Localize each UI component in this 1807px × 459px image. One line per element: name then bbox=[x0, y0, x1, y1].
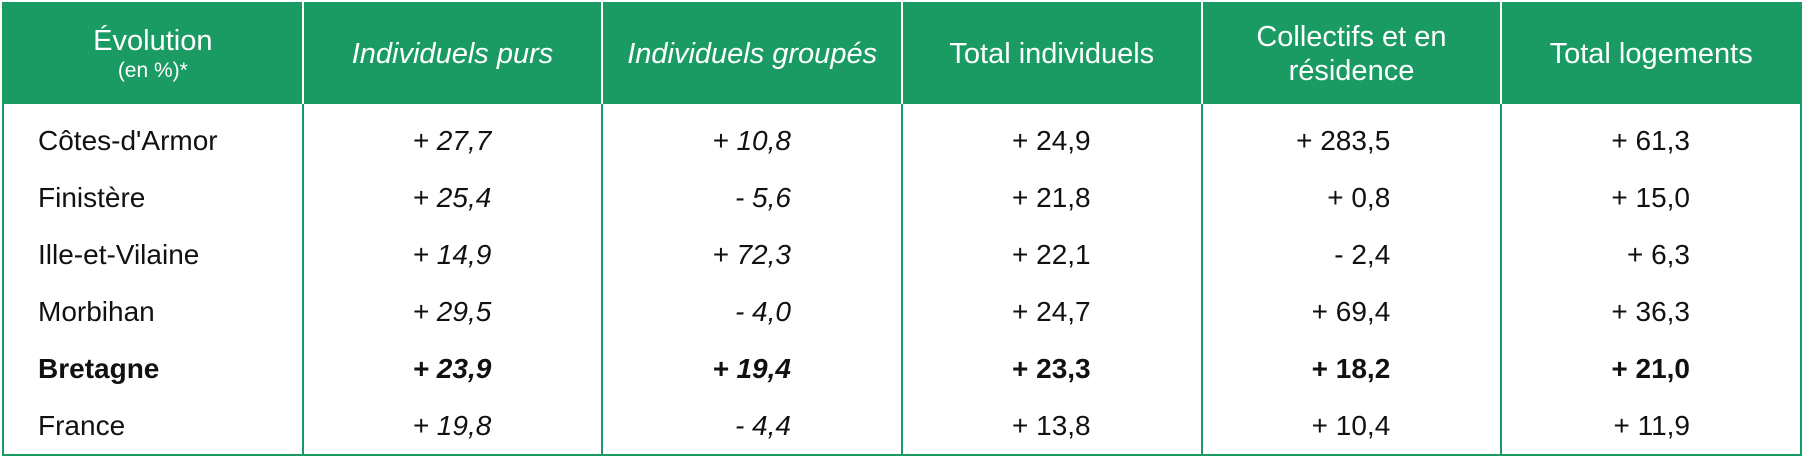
value-cell: + 21,0 bbox=[1500, 340, 1801, 397]
value-cell: + 23,9 bbox=[301, 340, 603, 397]
value-cell: + 6,3 bbox=[1500, 226, 1801, 283]
value-cell: + 10,4 bbox=[1200, 397, 1502, 455]
header-row: Évolution (en %)* Individuels purs Indivi… bbox=[3, 3, 1801, 104]
row-label: France bbox=[2, 397, 303, 455]
header-cell: Évolution (en %)* bbox=[3, 3, 303, 104]
table-row: France + 19,8- 4,4 + 13,8 + 10,4 + 11,9 bbox=[2, 397, 1801, 455]
value-cell: + 23,3 bbox=[900, 340, 1202, 397]
value-cell: + 29,5 bbox=[301, 283, 603, 340]
value-cell: + 15,0 bbox=[1500, 169, 1801, 226]
value-cell: + 19,8 bbox=[301, 397, 603, 455]
row-label: Ille-et-Vilaine bbox=[2, 226, 303, 283]
value-cell: + 25,4 bbox=[301, 169, 603, 226]
row-label: Bretagne bbox=[2, 340, 303, 397]
value-cell: + 10,8 bbox=[601, 104, 902, 169]
value-cell: + 69,4 bbox=[1200, 283, 1502, 340]
column-header: Individuels purs bbox=[301, 3, 603, 104]
value-cell: + 36,3 bbox=[1500, 283, 1801, 340]
column-header: Individuels groupés bbox=[601, 3, 902, 104]
value-cell: + 22,1 bbox=[900, 226, 1202, 283]
table-header: Évolution (en %)* Individuels purs Indivi… bbox=[3, 3, 1801, 104]
value-cell: + 24,9 bbox=[900, 104, 1202, 169]
value-cell: + 18,2 bbox=[1200, 340, 1502, 397]
value-cell: - 4,4 bbox=[601, 397, 902, 455]
value-cell: - 5,6 bbox=[601, 169, 902, 226]
table-row: Bretagne + 23,9 + 19,4 + 23,3 + 18,2 + 21,0 bbox=[2, 340, 1801, 397]
value-cell: + 0,8 bbox=[1200, 169, 1502, 226]
table-row: Morbihan + 29,5- 4,0 + 24,7 + 69,4 + 36,3 bbox=[2, 283, 1801, 340]
value-cell: + 11,9 bbox=[1500, 397, 1801, 455]
column-header: Collectifs et en résidence bbox=[1200, 3, 1502, 104]
value-cell: + 13,8 bbox=[900, 397, 1202, 455]
header-subtitle: (en %)* bbox=[117, 59, 188, 82]
column-header: Total logements bbox=[1500, 3, 1801, 104]
column-header: Total individuels bbox=[900, 3, 1202, 104]
value-cell: - 4,0 bbox=[601, 283, 902, 340]
header-title: Évolution bbox=[93, 25, 213, 57]
value-cell: + 72,3 bbox=[601, 226, 902, 283]
value-cell: + 27,7 bbox=[301, 104, 603, 169]
row-label: Côtes-d'Armor bbox=[2, 104, 303, 169]
table-row: Côtes-d'Armor + 27,7 + 10,8 + 24,9 + 283,5 + … bbox=[2, 104, 1801, 169]
row-label: Morbihan bbox=[2, 283, 303, 340]
value-cell: + 14,9 bbox=[301, 226, 603, 283]
table-body: Côtes-d'Armor + 27,7 + 10,8 + 24,9 + 283,5 + … bbox=[2, 104, 1801, 455]
row-label: Finistère bbox=[2, 169, 303, 226]
value-cell: + 283,5 bbox=[1200, 104, 1502, 169]
table-row: Ille-et-Vilaine + 14,9 + 72,3 + 22,1- 2,4 + … bbox=[2, 226, 1801, 283]
value-cell: + 21,8 bbox=[900, 169, 1202, 226]
value-cell: - 2,4 bbox=[1200, 226, 1502, 283]
table-row: Finistère + 25,4- 5,6 + 21,8 + 0,8 + 15,0 bbox=[2, 169, 1801, 226]
value-cell: + 24,7 bbox=[900, 283, 1202, 340]
value-cell: + 19,4 bbox=[601, 340, 902, 397]
value-cell: + 61,3 bbox=[1500, 104, 1801, 169]
